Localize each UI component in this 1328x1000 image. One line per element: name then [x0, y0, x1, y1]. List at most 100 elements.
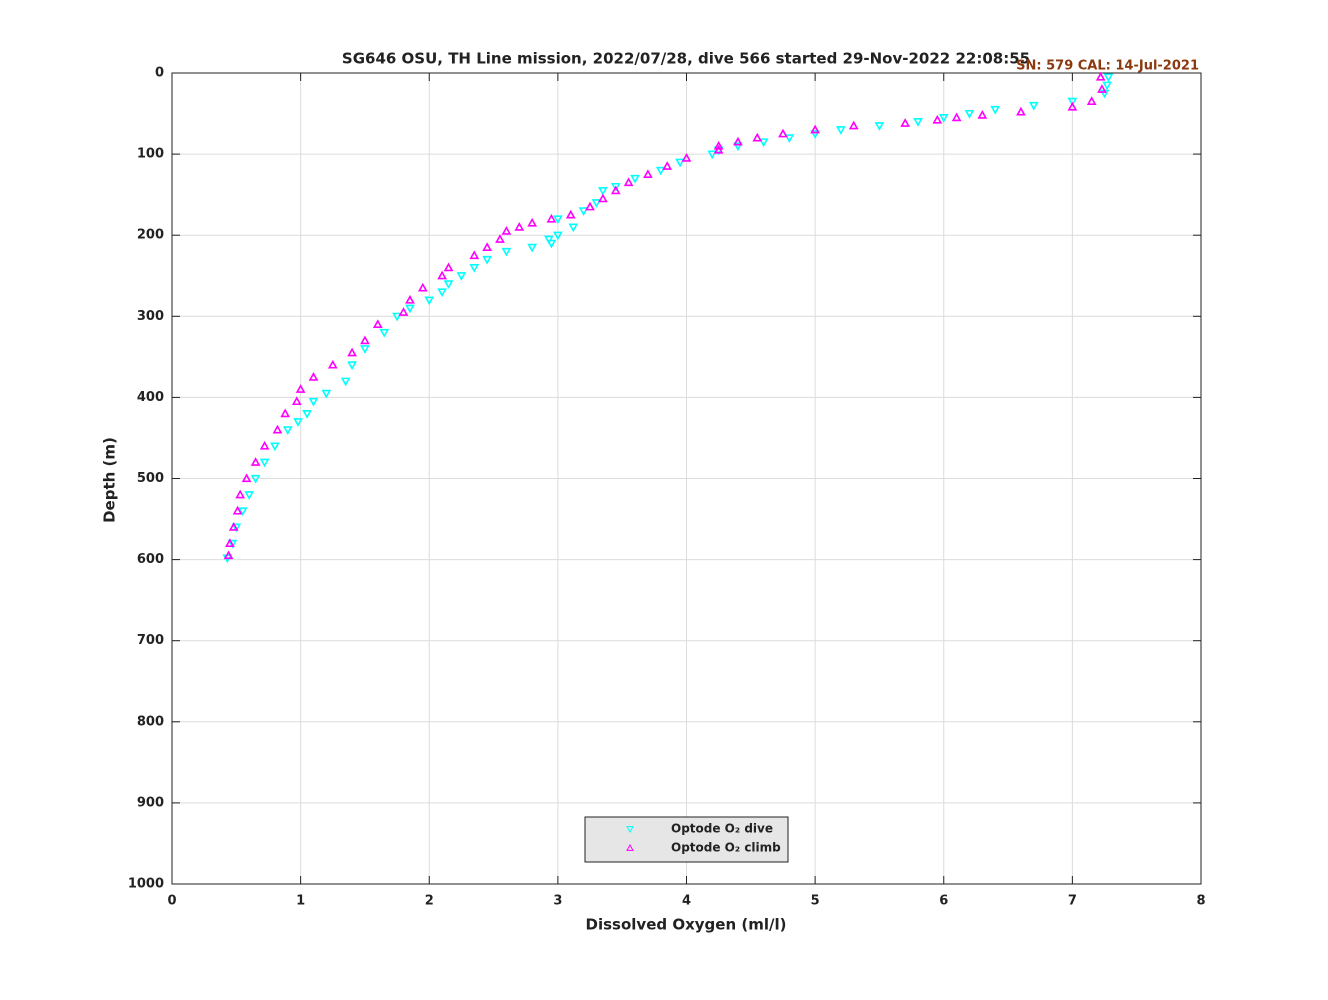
data-point [443, 262, 454, 272]
data-point [681, 153, 692, 162]
data-point [379, 328, 390, 338]
data-point [553, 215, 563, 225]
data-point [546, 213, 557, 223]
y-tick-label: 100 [137, 147, 164, 162]
data-point [469, 250, 480, 260]
data-point [250, 457, 261, 466]
data-point [250, 474, 261, 484]
data-point [598, 193, 608, 203]
x-tick-label: 6 [939, 894, 948, 909]
legend-marker [626, 843, 634, 851]
data-point [848, 120, 859, 130]
data-point [977, 110, 988, 119]
legend-box [584, 816, 789, 863]
data-point [392, 312, 402, 322]
data-point [810, 130, 820, 139]
data-point [347, 347, 357, 357]
data-point [295, 384, 306, 393]
data-point [913, 118, 923, 127]
data-point [932, 114, 943, 124]
data-point [417, 282, 428, 292]
data-point [469, 264, 480, 273]
data-point [964, 109, 975, 119]
data-point [360, 335, 370, 345]
data-point [713, 140, 724, 150]
data-point [675, 158, 685, 168]
data-point [237, 507, 248, 517]
legend-label: Optode O₂ climb [671, 841, 781, 855]
data-point [990, 105, 1001, 115]
legend-label: Optode O₂ dive [671, 822, 773, 836]
data-point [835, 126, 846, 135]
data-point [227, 539, 238, 549]
data-point [225, 538, 235, 547]
annotation: SN: 579 CAL: 14-Jul-2021 [1016, 59, 1199, 74]
data-point [223, 550, 234, 560]
data-point [228, 522, 239, 531]
data-point [244, 491, 255, 500]
data-point [232, 505, 243, 515]
data-point [321, 389, 332, 399]
data-point [308, 371, 319, 381]
x-tick-label: 4 [682, 894, 691, 909]
data-point [231, 523, 242, 533]
data-point [752, 132, 763, 142]
y-tick-label: 0 [155, 66, 164, 81]
data-point [437, 288, 447, 298]
data-point [784, 134, 795, 144]
data-point [302, 410, 312, 419]
y-tick-label: 900 [137, 795, 164, 810]
data-point [443, 280, 454, 290]
data-point [1067, 101, 1078, 111]
data-point [495, 234, 505, 243]
data-point [758, 138, 769, 148]
data-point [568, 223, 579, 233]
data-point [598, 186, 608, 196]
x-tick-label: 3 [553, 894, 562, 909]
data-point [347, 361, 357, 371]
data-point [810, 124, 820, 134]
data-point [1102, 81, 1112, 91]
data-point [713, 144, 724, 154]
data-point [293, 418, 303, 427]
data-point [398, 307, 409, 316]
data-point [733, 142, 743, 152]
data-point [372, 319, 383, 329]
y-tick-label: 200 [137, 228, 164, 243]
x-tick-label: 5 [811, 894, 820, 909]
data-point [360, 345, 370, 354]
data-point [259, 458, 270, 468]
y-tick-label: 500 [137, 471, 164, 486]
data-point [291, 396, 302, 406]
data-point [308, 397, 319, 407]
chart-title: SG646 OSU, TH Line mission, 2022/07/28, … [342, 50, 1030, 68]
data-point [874, 122, 885, 131]
data-point [643, 169, 653, 178]
data-point [456, 272, 467, 281]
data-point [655, 166, 666, 176]
y-tick-label: 300 [137, 309, 164, 324]
data-point [546, 239, 557, 249]
data-point [1086, 96, 1097, 105]
data-point [482, 255, 492, 265]
data-point [900, 118, 911, 127]
data-point [437, 270, 447, 280]
data-point [527, 243, 538, 253]
data-point [270, 442, 280, 452]
data-point [501, 247, 512, 257]
data-point [241, 473, 252, 483]
y-tick-label: 600 [137, 552, 164, 567]
y-tick-label: 400 [137, 390, 164, 405]
data-point [578, 207, 589, 217]
legend-marker [626, 826, 634, 834]
data-point [527, 217, 538, 227]
data-point [610, 182, 621, 192]
data-point [280, 408, 291, 418]
data-point [405, 294, 415, 304]
y-tick-label: 1000 [128, 877, 164, 892]
data-point [544, 235, 554, 245]
data-point [235, 489, 246, 499]
axes-box [171, 72, 1202, 885]
x-tick-label: 2 [425, 894, 434, 909]
